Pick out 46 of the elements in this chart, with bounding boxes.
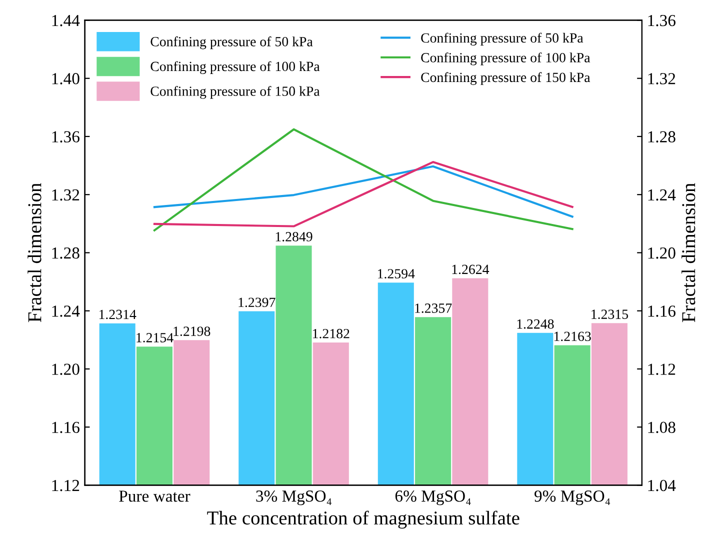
y2-tick-label: 1.12 <box>648 364 676 375</box>
data-label: 1.2849 <box>276 232 312 242</box>
data-label: 1.2357 <box>415 304 452 313</box>
y2-tick-label: 1.16 <box>648 306 676 317</box>
legend-label: Confining pressure of 50 kPa <box>421 32 584 46</box>
data-label: 1.2163 <box>554 332 591 342</box>
legend-label: Confining pressure of 100 kPa <box>421 52 590 66</box>
line-series <box>153 165 574 218</box>
y2-tick-label: 1.08 <box>648 422 676 434</box>
data-label: 1.2594 <box>378 269 415 278</box>
legend-label: Confining pressure of 100 kPa <box>150 61 320 74</box>
data-label: 1.2397 <box>238 298 276 308</box>
y-tick-label: 1.28 <box>52 247 80 259</box>
data-label: 1.2154 <box>136 333 174 342</box>
y-tick-label: 1.32 <box>52 189 80 201</box>
y2-tick-label: 1.36 <box>648 14 676 26</box>
y-tick-label: 1.44 <box>52 15 80 26</box>
x-axis-title: The concentration of magnesium sulfate <box>207 510 520 529</box>
x-tick-label: 6% MgSO₄ <box>395 490 471 506</box>
y-tick-label: 1.12 <box>52 480 80 492</box>
y2-axis-title: Fractal dimension <box>682 183 696 322</box>
data-label: 1.2624 <box>452 264 490 274</box>
data-label: 1.2182 <box>313 328 350 338</box>
data-label: 1.2198 <box>174 326 210 336</box>
y2-tick-label: 1.24 <box>648 189 676 201</box>
x-tick-label: Pure water <box>119 490 190 502</box>
line-series <box>153 161 574 228</box>
x-tick-label: 3% MgSO₄ <box>256 490 332 506</box>
y2-tick-label: 1.04 <box>648 480 676 492</box>
x-tick-label: 9% MgSO₄ <box>534 490 610 506</box>
data-label: 1.2315 <box>592 310 628 320</box>
y-tick-label: 1.40 <box>52 73 80 84</box>
y-axis-title: Fractal dimension <box>28 183 42 322</box>
y-tick-label: 1.36 <box>52 131 80 142</box>
legend-label: Confining pressure of 50 kPa <box>150 36 313 50</box>
legend-label: Confining pressure of 150 kPa <box>150 86 320 99</box>
y-tick-label: 1.24 <box>52 306 80 317</box>
data-label: 1.2314 <box>99 310 136 320</box>
data-label: 1.2248 <box>517 319 554 329</box>
y2-tick-label: 1.32 <box>648 73 676 84</box>
y-tick-label: 1.20 <box>52 364 80 375</box>
y-tick-label: 1.16 <box>52 422 80 434</box>
legend-label: Confining pressure of 150 kPa <box>421 72 590 85</box>
y2-tick-label: 1.20 <box>648 247 676 259</box>
line-series <box>153 128 574 232</box>
y2-tick-label: 1.28 <box>648 131 676 142</box>
